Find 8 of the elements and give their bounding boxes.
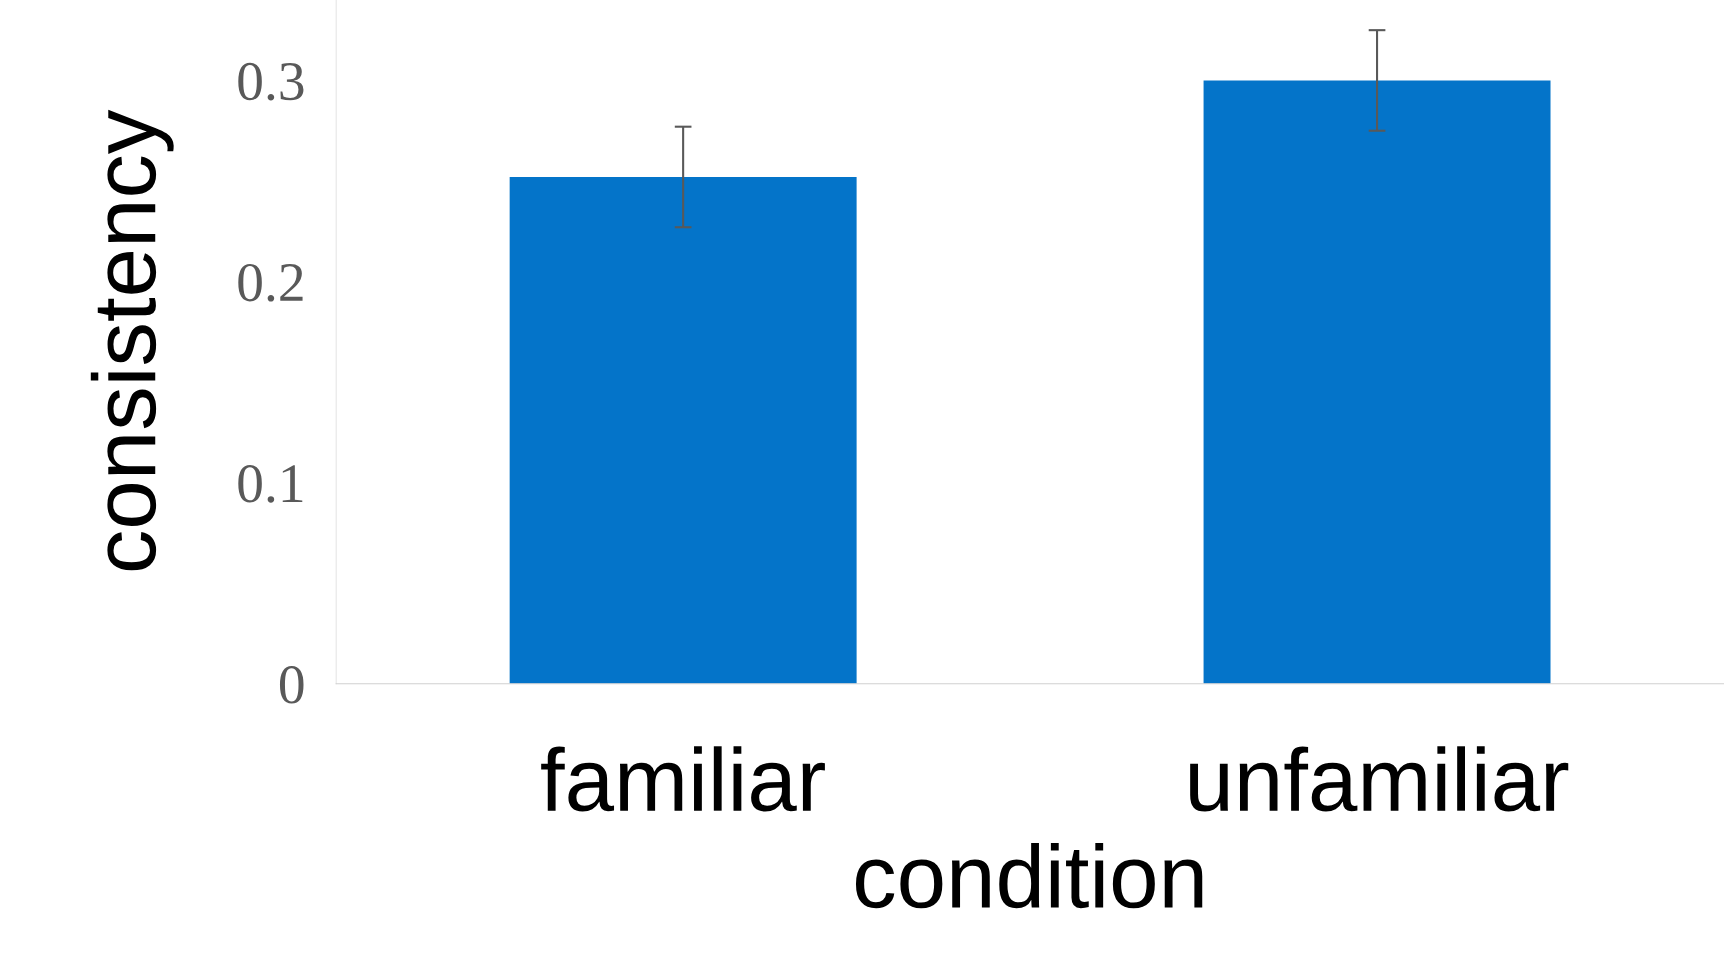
y-tick-label: 0.2 — [238, 263, 303, 302]
x-tick-label: familiar — [541, 746, 825, 812]
y-axis-title: consistency — [90, 109, 174, 571]
x-tick-label: unfamiliar — [1190, 746, 1569, 812]
y-tick-label: 0.3 — [238, 62, 304, 101]
y-tick-label: 0 — [279, 666, 304, 704]
y-tick-label: 0.1 — [238, 465, 303, 503]
x-axis-title: condition — [855, 843, 1203, 909]
